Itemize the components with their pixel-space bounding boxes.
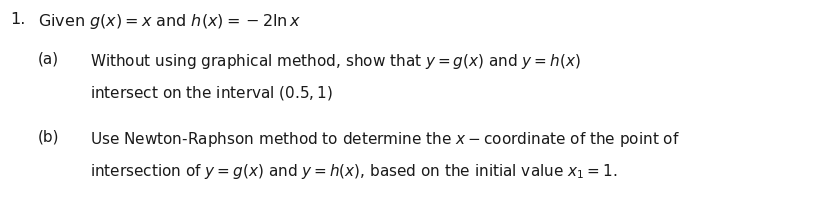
- Text: Without using graphical method, show that $y=g\left(x\right)$ and $y=h\left(x\ri: Without using graphical method, show tha…: [90, 52, 581, 71]
- Text: intersect on the interval $\left(0.5,1\right)$: intersect on the interval $\left(0.5,1\r…: [90, 84, 333, 102]
- Text: 1.: 1.: [10, 12, 25, 27]
- Text: Given $g\left(x\right)=x$ and $h\left(x\right)=-2\ln x$: Given $g\left(x\right)=x$ and $h\left(x\…: [38, 12, 301, 31]
- Text: (b): (b): [38, 130, 60, 145]
- Text: (a): (a): [38, 52, 59, 67]
- Text: Use Newton-Raphson method to determine the $x-$coordinate of the point of: Use Newton-Raphson method to determine t…: [90, 130, 680, 149]
- Text: intersection of $y=g\left(x\right)$ and $y=h\left(x\right)$, based on the initia: intersection of $y=g\left(x\right)$ and …: [90, 162, 618, 181]
